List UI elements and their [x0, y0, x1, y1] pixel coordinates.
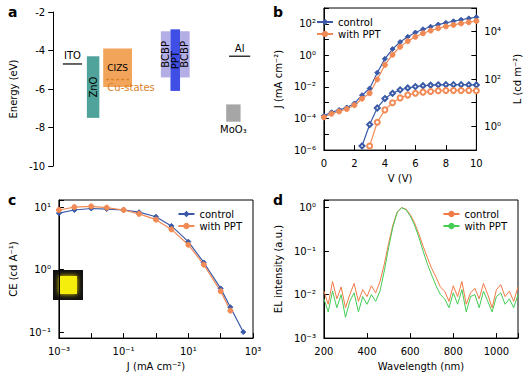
svg-text:CIZS: CIZS: [107, 63, 128, 73]
svg-text:b: b: [273, 4, 283, 20]
svg-text:10⁻⁴: 10⁻⁴: [294, 113, 316, 124]
svg-text:10⁴: 10⁴: [484, 26, 501, 37]
svg-text:2: 2: [351, 158, 357, 169]
svg-text:BCBP: BCBP: [160, 41, 172, 68]
svg-text:V (V): V (V): [388, 173, 413, 184]
svg-text:10²: 10²: [299, 18, 316, 29]
svg-text:10¹: 10¹: [180, 346, 197, 357]
svg-text:control: control: [199, 209, 234, 220]
svg-text:10⁻¹: 10⁻¹: [113, 346, 135, 357]
svg-text:10⁰: 10⁰: [484, 121, 501, 132]
svg-text:Energy (eV): Energy (eV): [8, 59, 19, 118]
svg-text:Al: Al: [235, 43, 245, 54]
svg-text:-10: -10: [29, 161, 45, 172]
svg-text:with PPT: with PPT: [199, 221, 242, 232]
svg-text:600: 600: [401, 346, 420, 357]
svg-text:4: 4: [382, 158, 388, 169]
svg-text:with PPT: with PPT: [338, 29, 381, 40]
svg-text:d: d: [273, 192, 283, 208]
svg-text:0: 0: [321, 158, 327, 169]
svg-text:10: 10: [470, 158, 483, 169]
svg-text:Wavelength (nm): Wavelength (nm): [378, 361, 464, 372]
svg-text:200: 200: [314, 346, 333, 357]
svg-text:with PPT: with PPT: [464, 221, 507, 232]
svg-text:L (cd m⁻²): L (cd m⁻²): [512, 54, 523, 105]
svg-text:Cu-states: Cu-states: [107, 82, 154, 93]
svg-text:-4: -4: [35, 45, 45, 56]
svg-text:10⁻³: 10⁻³: [48, 346, 70, 357]
svg-text:control: control: [338, 17, 373, 28]
svg-text:BCBP: BCBP: [179, 41, 190, 68]
svg-text:MoO₃: MoO₃: [220, 124, 247, 135]
svg-text:10⁻⁶: 10⁻⁶: [294, 145, 316, 156]
svg-text:400: 400: [357, 346, 376, 357]
svg-text:control: control: [464, 209, 499, 220]
svg-text:EL intensity (a.u.): EL intensity (a.u.): [273, 225, 284, 313]
svg-text:10⁻¹: 10⁻¹: [29, 327, 51, 338]
svg-text:10³: 10³: [245, 346, 262, 357]
svg-text:c: c: [8, 192, 16, 208]
svg-text:10⁰: 10⁰: [34, 264, 51, 275]
svg-text:1000: 1000: [484, 346, 509, 357]
svg-text:10⁻¹: 10⁻¹: [294, 246, 316, 257]
svg-text:10⁰: 10⁰: [299, 202, 316, 213]
svg-text:10²: 10²: [484, 74, 501, 85]
svg-text:10⁻²: 10⁻²: [294, 289, 316, 300]
svg-text:J (mA cm⁻²): J (mA cm⁻²): [126, 361, 185, 372]
svg-text:10⁰: 10⁰: [299, 50, 316, 61]
svg-text:-8: -8: [35, 122, 45, 133]
svg-text:ITO: ITO: [64, 50, 81, 61]
svg-text:a: a: [8, 4, 17, 20]
svg-text:6: 6: [412, 158, 418, 169]
svg-text:10¹: 10¹: [34, 202, 51, 213]
svg-text:8: 8: [443, 158, 449, 169]
svg-text:CE (cd A⁻¹): CE (cd A⁻¹): [8, 241, 19, 297]
svg-text:PPT: PPT: [169, 51, 181, 70]
svg-text:J (mA cm⁻²): J (mA cm⁻²): [273, 50, 284, 109]
svg-text:ZnO: ZnO: [88, 76, 99, 97]
svg-text:-2: -2: [35, 7, 45, 18]
svg-text:-6: -6: [35, 84, 45, 95]
svg-text:800: 800: [444, 346, 463, 357]
svg-text:10⁻³: 10⁻³: [294, 333, 316, 344]
svg-text:10⁻²: 10⁻²: [294, 81, 316, 92]
